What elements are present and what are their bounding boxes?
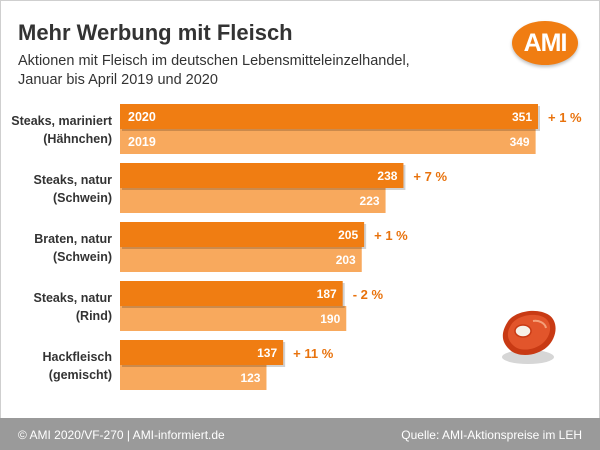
chart-subtitle: Aktionen mit Fleisch im deutschen Lebens… [18,53,410,88]
value-label-2020: 351 [512,110,532,124]
bar-2019 [120,365,267,390]
value-label-2019: 223 [360,194,380,208]
category-label: (Rind) [76,309,112,323]
bar-2019 [120,306,347,331]
bar-2019 [120,129,536,154]
category-label: (Schwein) [53,250,112,264]
change-label: - 2 % [353,287,384,302]
bar-2020 [120,281,343,306]
category-label: (Schwein) [53,191,112,205]
value-label-2020: 137 [257,346,277,360]
meat-steak-icon [502,310,556,364]
bar-2019 [120,247,362,272]
series-name-2020: 2020 [128,110,156,124]
category-label: Braten, natur [34,232,112,246]
change-label: + 7 % [413,169,447,184]
footer-copyright: © AMI 2020/VF-270 | AMI-informiert.de [18,428,225,442]
meat-highlight [532,319,547,329]
bar-chart: Steaks, mariniert (Hähnchen) 351 349 + 1 % 20… [11,104,582,390]
change-label: + 11 % [293,346,334,361]
change-label: + 1 % [548,110,582,125]
ami-logo: AMI [512,21,578,65]
category-label: (gemischt) [49,368,112,382]
change-label: + 1 % [374,228,408,243]
category-label: Steaks, natur [33,291,112,305]
bar-2020 [120,104,538,129]
footer-source: Quelle: AMI-Aktionspreise im LEH [401,428,582,442]
series-name-2019: 2019 [128,135,156,149]
value-label-2020: 187 [317,287,337,301]
meat-shadow [502,350,554,364]
value-label-2020: 205 [338,228,358,242]
category-label: Steaks, mariniert [11,114,113,128]
value-label-2019: 123 [240,371,260,385]
value-label-2019: 190 [320,312,340,326]
category-label: (Hähnchen) [43,132,112,146]
bar-2020 [120,163,404,188]
value-label-2019: 349 [510,135,530,149]
category-label: Hackfleisch [43,350,112,364]
bar-2019 [120,188,386,213]
chart-title: Mehr Werbung mit Fleisch [18,20,293,45]
footer-bar: © AMI 2020/VF-270 | AMI-informiert.de Qu… [0,418,600,450]
bar-2020 [120,222,365,247]
meat-bone [514,324,532,338]
category-label: Steaks, natur [33,173,112,187]
value-label-2019: 203 [336,253,356,267]
value-label-2020: 238 [377,169,397,183]
bar-2020 [120,340,284,365]
